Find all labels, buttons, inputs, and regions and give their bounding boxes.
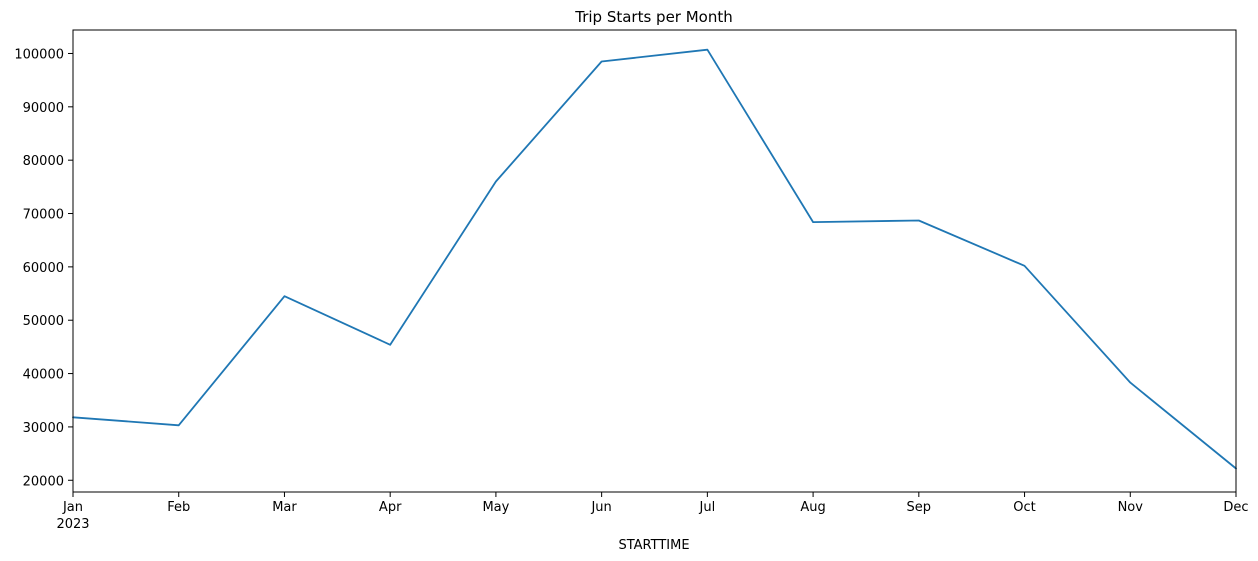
- x-tick-label: Aug: [800, 500, 825, 515]
- x-tick-label: May: [482, 500, 509, 515]
- x-tick-label: Sep: [907, 500, 932, 515]
- x-tick-label: Feb: [167, 500, 190, 515]
- y-axis: 20000 30000 40000 50000 60000 70000 80000 90000…: [14, 47, 73, 489]
- x-tick-label: Jul: [699, 500, 716, 515]
- x-tick-label: Jan: [62, 500, 83, 515]
- plot-frame: [72, 29, 1237, 493]
- x-tick-label: Jun: [590, 500, 611, 515]
- y-tick-label: 60000: [23, 261, 64, 276]
- x-axis: Jan Feb Mar Apr May Jun Jul Aug Sep Oct Nov Dec: [62, 492, 1249, 515]
- y-tick-label: 30000: [23, 421, 64, 436]
- x-tick-label: Dec: [1223, 500, 1248, 515]
- x-tick-label: Oct: [1013, 500, 1035, 515]
- y-tick-label: 90000: [23, 101, 64, 116]
- y-tick-label: 80000: [23, 154, 64, 169]
- y-tick-label: 40000: [23, 368, 64, 383]
- x-tick-label: Nov: [1118, 500, 1144, 515]
- x-year-label: 2023: [56, 517, 89, 532]
- y-tick-label: 70000: [23, 208, 64, 223]
- chart-title: Trip Starts per Month: [574, 8, 733, 26]
- y-tick-label: 20000: [23, 474, 64, 489]
- series-group: [72, 48, 1237, 470]
- series-line: [72, 48, 1237, 470]
- x-axis-label: STARTTIME: [618, 538, 689, 553]
- x-tick-label: Mar: [272, 500, 297, 515]
- y-tick-label: 100000: [14, 47, 64, 62]
- y-tick-label: 50000: [23, 314, 64, 329]
- x-tick-label: Apr: [379, 500, 402, 515]
